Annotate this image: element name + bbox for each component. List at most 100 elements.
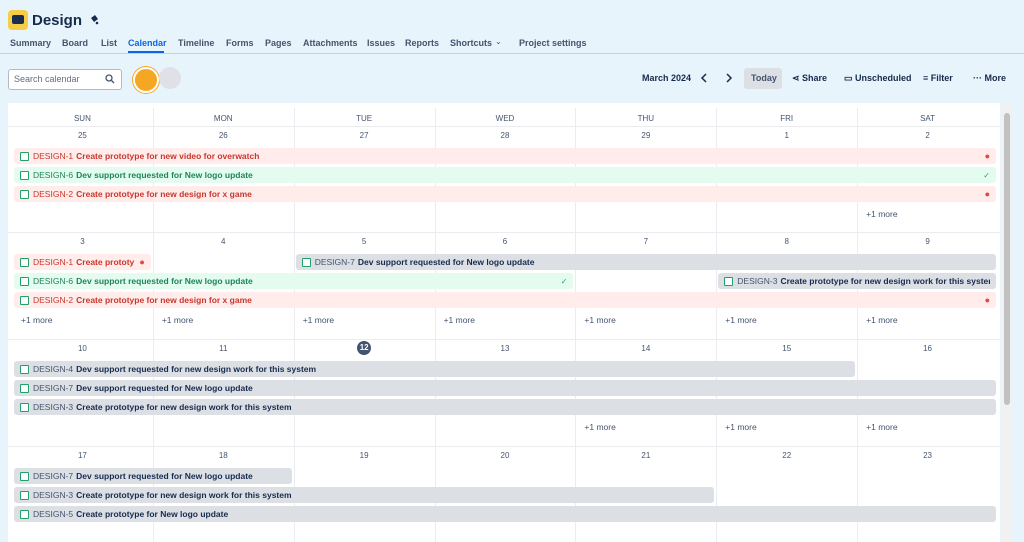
issue-key: DESIGN-3 — [33, 402, 74, 412]
more-label: More — [984, 73, 1007, 83]
issue-icon — [20, 383, 29, 393]
more-link[interactable]: +1 more — [866, 209, 898, 219]
tab[interactable]: Board — [62, 38, 89, 48]
date: 22 — [782, 451, 792, 460]
month-label: March 2024 — [642, 73, 692, 83]
status-error: ● — [984, 189, 990, 199]
prev-month[interactable] — [700, 73, 708, 83]
event[interactable]: DESIGN-3 Create prototype for new design … — [718, 273, 996, 289]
more-link[interactable]: +1 more — [584, 422, 616, 432]
event[interactable]: DESIGN-7 Dev support requested for New lo… — [295, 254, 996, 270]
avatar[interactable] — [133, 67, 159, 93]
project-title: Design — [32, 12, 83, 29]
event[interactable]: DESIGN-3 Create prototype for new design … — [14, 399, 996, 415]
tab[interactable]: Forms — [226, 38, 254, 48]
event[interactable]: DESIGN-4 Dev support requested for new de… — [14, 361, 856, 377]
date: 18 — [218, 451, 228, 460]
more-link[interactable]: +1 more — [302, 315, 335, 325]
date: 15 — [782, 344, 792, 353]
issue-icon — [20, 257, 29, 267]
weekday: SAT — [920, 114, 936, 123]
date: 14 — [641, 344, 651, 353]
tab[interactable]: List — [101, 38, 118, 48]
filter-button[interactable]: ≡ Filter — [923, 73, 953, 83]
event[interactable]: DESIGN-2 Create prototype for new design … — [14, 186, 996, 202]
status-done: ✓ — [983, 170, 990, 180]
weekday: WED — [495, 114, 515, 123]
date: 1 — [784, 131, 789, 140]
issue-icon — [301, 257, 311, 267]
tab[interactable]: Project settings — [519, 38, 587, 48]
add-people[interactable] — [159, 67, 181, 89]
search-box[interactable]: Search calendar — [8, 69, 122, 90]
event[interactable]: DESIGN-7 Dev support requested for New lo… — [14, 380, 996, 396]
date: 16 — [923, 344, 933, 353]
more-link[interactable]: +1 more — [866, 422, 898, 432]
status-error: ● — [984, 151, 990, 161]
more-link[interactable]: +1 more — [725, 422, 757, 432]
tab[interactable]: Calendar — [128, 38, 167, 48]
more-link[interactable]: +1 more — [443, 315, 475, 325]
more-link[interactable]: +1 more — [21, 315, 53, 325]
tab[interactable]: Issues — [367, 38, 396, 48]
issue-title: Create prototype for new design for x ga… — [76, 189, 252, 199]
tab[interactable]: Reports — [405, 38, 440, 48]
more-link[interactable]: +1 more — [161, 315, 194, 325]
issue-icon — [20, 490, 29, 500]
date: 17 — [77, 451, 87, 460]
date: 8 — [784, 237, 789, 246]
event[interactable]: DESIGN-3 Create prototype for new design … — [14, 487, 715, 503]
issue-key: DESIGN-7 — [314, 257, 355, 267]
week-line — [8, 446, 1000, 447]
divider — [0, 53, 1024, 54]
event[interactable]: DESIGN-7 Dev support requested for New lo… — [14, 468, 292, 484]
share-button[interactable]: ⋖ Share — [792, 73, 828, 83]
issue-title: Create prototype for new design work for… — [76, 490, 292, 500]
tab[interactable]: Summary — [10, 38, 52, 48]
issue-title: Dev support requested for New logo updat… — [357, 257, 535, 267]
issue-icon — [20, 402, 29, 412]
issue-title: Create prototype for new design work for… — [780, 276, 990, 286]
weekday: FRI — [780, 114, 794, 123]
more-link[interactable]: +1 more — [584, 315, 616, 325]
more-link[interactable]: +1 more — [866, 315, 898, 325]
tab[interactable]: Timeline — [178, 38, 215, 48]
unscheduled-button[interactable]: ▭ Unscheduled — [844, 73, 912, 83]
header-line — [8, 126, 1000, 127]
event[interactable]: DESIGN-1 Create prototype for new video f… — [14, 148, 996, 164]
issue-icon — [20, 151, 29, 161]
weekday: MON — [213, 114, 233, 123]
event[interactable]: DESIGN-2 Create prototype for new design … — [14, 292, 996, 308]
issue-key: DESIGN-1 — [33, 151, 74, 161]
tab[interactable]: Pages — [265, 38, 292, 48]
event[interactable]: DESIGN-6 Dev support requested for New lo… — [14, 167, 996, 183]
issue-key: DESIGN-6 — [33, 170, 74, 180]
issue-icon — [20, 471, 29, 481]
issue-key: DESIGN-7 — [33, 383, 74, 393]
date: 2 — [925, 131, 930, 140]
issue-icon — [724, 276, 734, 286]
event[interactable]: DESIGN-6 Dev support requested for New lo… — [14, 273, 574, 289]
column-line — [716, 108, 718, 542]
paint-icon[interactable] — [89, 14, 99, 25]
today-label: Today — [751, 73, 777, 83]
tab[interactable]: Shortcuts — [450, 38, 493, 48]
share-label: Share — [802, 73, 828, 83]
issue-title: Create prototype for New logo update — [76, 509, 229, 519]
issue-icon — [20, 170, 29, 180]
issue-key: DESIGN-4 — [33, 364, 74, 374]
status-error: ● — [139, 257, 145, 267]
issue-title: Dev support requested for New logo updat… — [76, 383, 253, 393]
next-month[interactable] — [725, 73, 733, 83]
today-button[interactable]: Today — [744, 68, 782, 89]
date: 9 — [925, 237, 930, 246]
event[interactable]: DESIGN-5 Create prototype for New logo up… — [14, 506, 996, 522]
more-button[interactable]: ··· More — [973, 73, 1007, 83]
date: 3 — [80, 237, 85, 246]
tab[interactable]: Attachments — [303, 38, 358, 48]
issue-key: DESIGN-3 — [33, 490, 74, 500]
more-link[interactable]: +1 more — [725, 315, 757, 325]
filter-label: Filter — [930, 73, 953, 83]
